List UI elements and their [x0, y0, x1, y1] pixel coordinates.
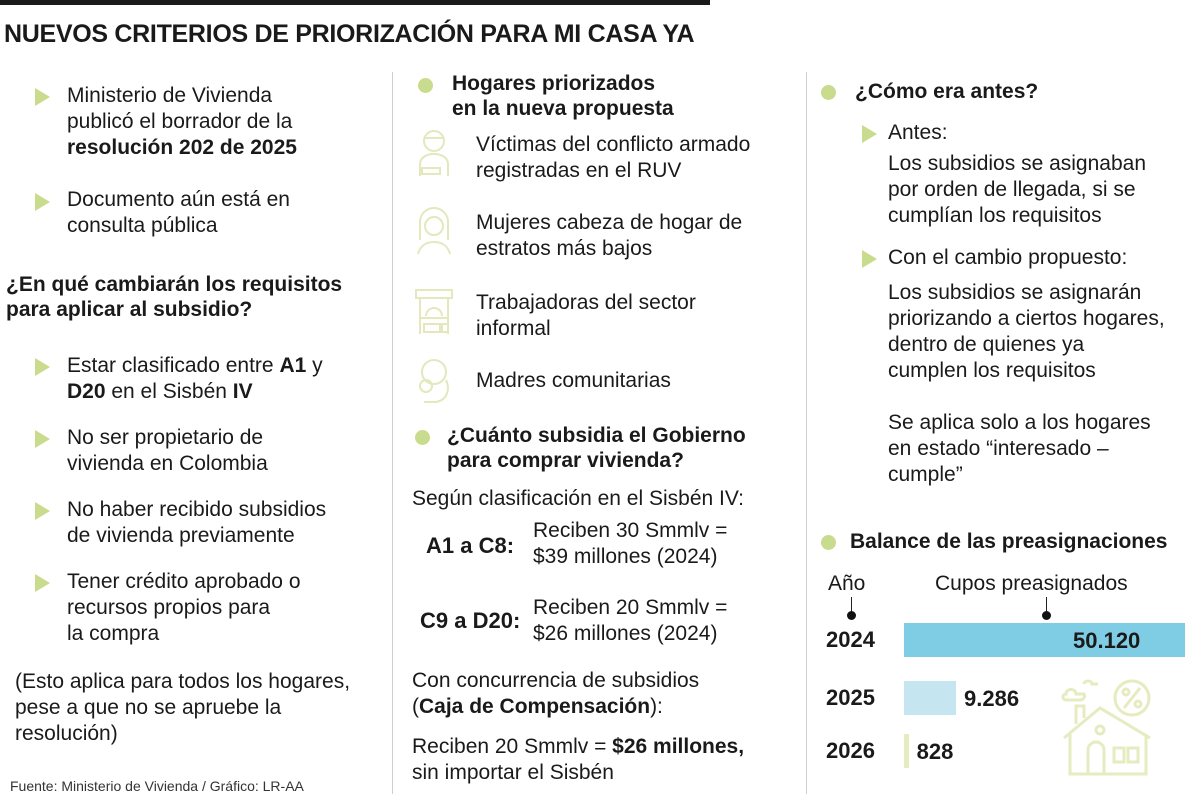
emphasis-text: Caja de Compensación [419, 695, 651, 718]
ylabel-pointer [851, 597, 852, 613]
text-segment: Con concurrencia de subsidios ( [412, 669, 700, 718]
emphasis-text: D20 [67, 380, 106, 403]
bar-2024 [904, 623, 1185, 657]
requirement-item: Estar clasificado entre A1 y D20 en el S… [67, 353, 323, 405]
chart-ylabel: Año [828, 572, 866, 595]
page-title: NUEVOS CRITERIOS DE PRIORIZACIÓN PARA MI… [4, 20, 695, 48]
xlabel-pointer [1046, 597, 1047, 613]
tier-detail: Reciben 20 Smmlv = $26 millones (2024) [533, 596, 728, 645]
text-segment: Reciben 20 Smmlv = [412, 735, 613, 758]
emphasis-text: A1 [279, 354, 307, 377]
household-item: Mujeres cabeza de hogar de estratos más … [476, 211, 743, 260]
requirement-item: No haber recibido subsidios de vivienda … [67, 497, 326, 549]
households-heading: Hogares priorizados en la nueva propuest… [452, 72, 674, 120]
bullet-triangle-icon [862, 125, 877, 143]
text-segment: Ministerio de Vivienda publicó el borrad… [67, 84, 293, 133]
text-segment: ): [650, 695, 663, 718]
woman-icon [417, 207, 451, 255]
bullet-triangle-icon [35, 502, 50, 520]
bullet-triangle-icon [35, 574, 50, 592]
household-item: Víctimas del conflicto armado registrada… [476, 133, 751, 182]
source-credit: Fuente: Ministerio de Vivienda / Gráfico… [10, 778, 304, 794]
injured-person-icon [419, 130, 449, 176]
household-item: Madres comunitarias [476, 369, 671, 392]
top-rule [0, 0, 710, 5]
text-segment: No haber recibido subsidios de vivienda … [67, 498, 327, 547]
ylabel-pointer-dot [847, 611, 856, 620]
year-label: 2024 [826, 627, 875, 652]
household-item: Trabajadoras del sector informal [476, 291, 696, 340]
bar-2025 [904, 681, 957, 715]
bullet-triangle-icon [35, 430, 50, 448]
chart-xlabel: Cupos preasignados [935, 572, 1128, 595]
bullet-triangle-icon [35, 193, 50, 211]
house-percent-icon [1061, 679, 1151, 776]
bullet-dot-icon [821, 85, 836, 100]
change-text: Los subsidios se asignarán priorizando a… [888, 281, 1165, 382]
text-segment: Tener crédito aprobado o recursos propio… [67, 570, 301, 645]
subsidy-heading: ¿Cuánto subsidia el Gobierno para compra… [447, 424, 746, 472]
bar-value-label: 50.120 [1073, 628, 1141, 653]
intro-point: Documento aún está en consulta pública [67, 187, 290, 239]
before-heading: ¿Cómo era antes? [855, 80, 1039, 103]
text-segment: en el Sisbén [105, 380, 233, 403]
concurrence-text: Con concurrencia de subsidios (Caja de C… [412, 668, 699, 720]
tier-range: C9 a D20: [420, 608, 521, 633]
concurrence-detail: Reciben 20 Smmlv = $26 millones, sin imp… [412, 734, 744, 786]
tier-detail: Reciben 30 Smmlv = $39 millones (2024) [533, 519, 728, 568]
change-label: Con el cambio propuesto: [888, 246, 1128, 269]
text-segment: Documento aún está en consulta pública [67, 188, 290, 237]
emphasis-text: resolución 202 de 2025 [67, 136, 297, 159]
tier-range: A1 a C8: [426, 533, 515, 558]
bullet-dot-icon [415, 430, 430, 445]
year-label: 2026 [826, 738, 875, 763]
bullet-triangle-icon [35, 88, 50, 106]
scope-text: Se aplica solo a los hogares en estado “… [888, 411, 1151, 486]
bullet-triangle-icon [862, 250, 877, 268]
emphasis-text: IV [232, 380, 253, 403]
before-label: Antes: [888, 121, 948, 144]
balance-heading: Balance de las preasignaciones [850, 530, 1168, 553]
emphasis-text: $26 millones, [612, 735, 745, 758]
bar-value-label: 828 [916, 739, 954, 764]
mother-child-icon [419, 359, 449, 403]
bar-value-label: 9.286 [964, 686, 1020, 711]
subsidy-intro: Según clasificación en el Sisbén IV: [412, 487, 744, 510]
bullet-dot-icon [418, 78, 433, 93]
requirement-item: No ser propietario de vivienda en Colomb… [67, 425, 268, 477]
text-segment: y [312, 354, 323, 377]
year-label: 2025 [826, 685, 875, 710]
requirements-heading: ¿En qué cambiarán los requisitos para ap… [6, 273, 343, 321]
before-text: Los subsidios se asignaban por orden de … [888, 152, 1147, 227]
text-segment: sin importar el Sisbén [412, 761, 614, 784]
column-divider [806, 72, 807, 794]
intro-point: Ministerio de Vivienda publicó el borrad… [67, 83, 297, 161]
bullet-triangle-icon [35, 358, 50, 376]
bar-2026 [904, 734, 909, 768]
column-divider [392, 72, 393, 794]
bullet-dot-icon [821, 535, 836, 550]
requirements-note: (Esto aplica para todos los hogares, pes… [15, 670, 351, 745]
text-segment: No ser propietario de vivienda en Colomb… [67, 426, 268, 475]
market-stall-icon [415, 289, 453, 334]
requirement-item: Tener crédito aprobado o recursos propio… [67, 569, 301, 647]
text-segment: Estar clasificado entre [67, 354, 280, 377]
xlabel-pointer-dot [1042, 611, 1051, 620]
